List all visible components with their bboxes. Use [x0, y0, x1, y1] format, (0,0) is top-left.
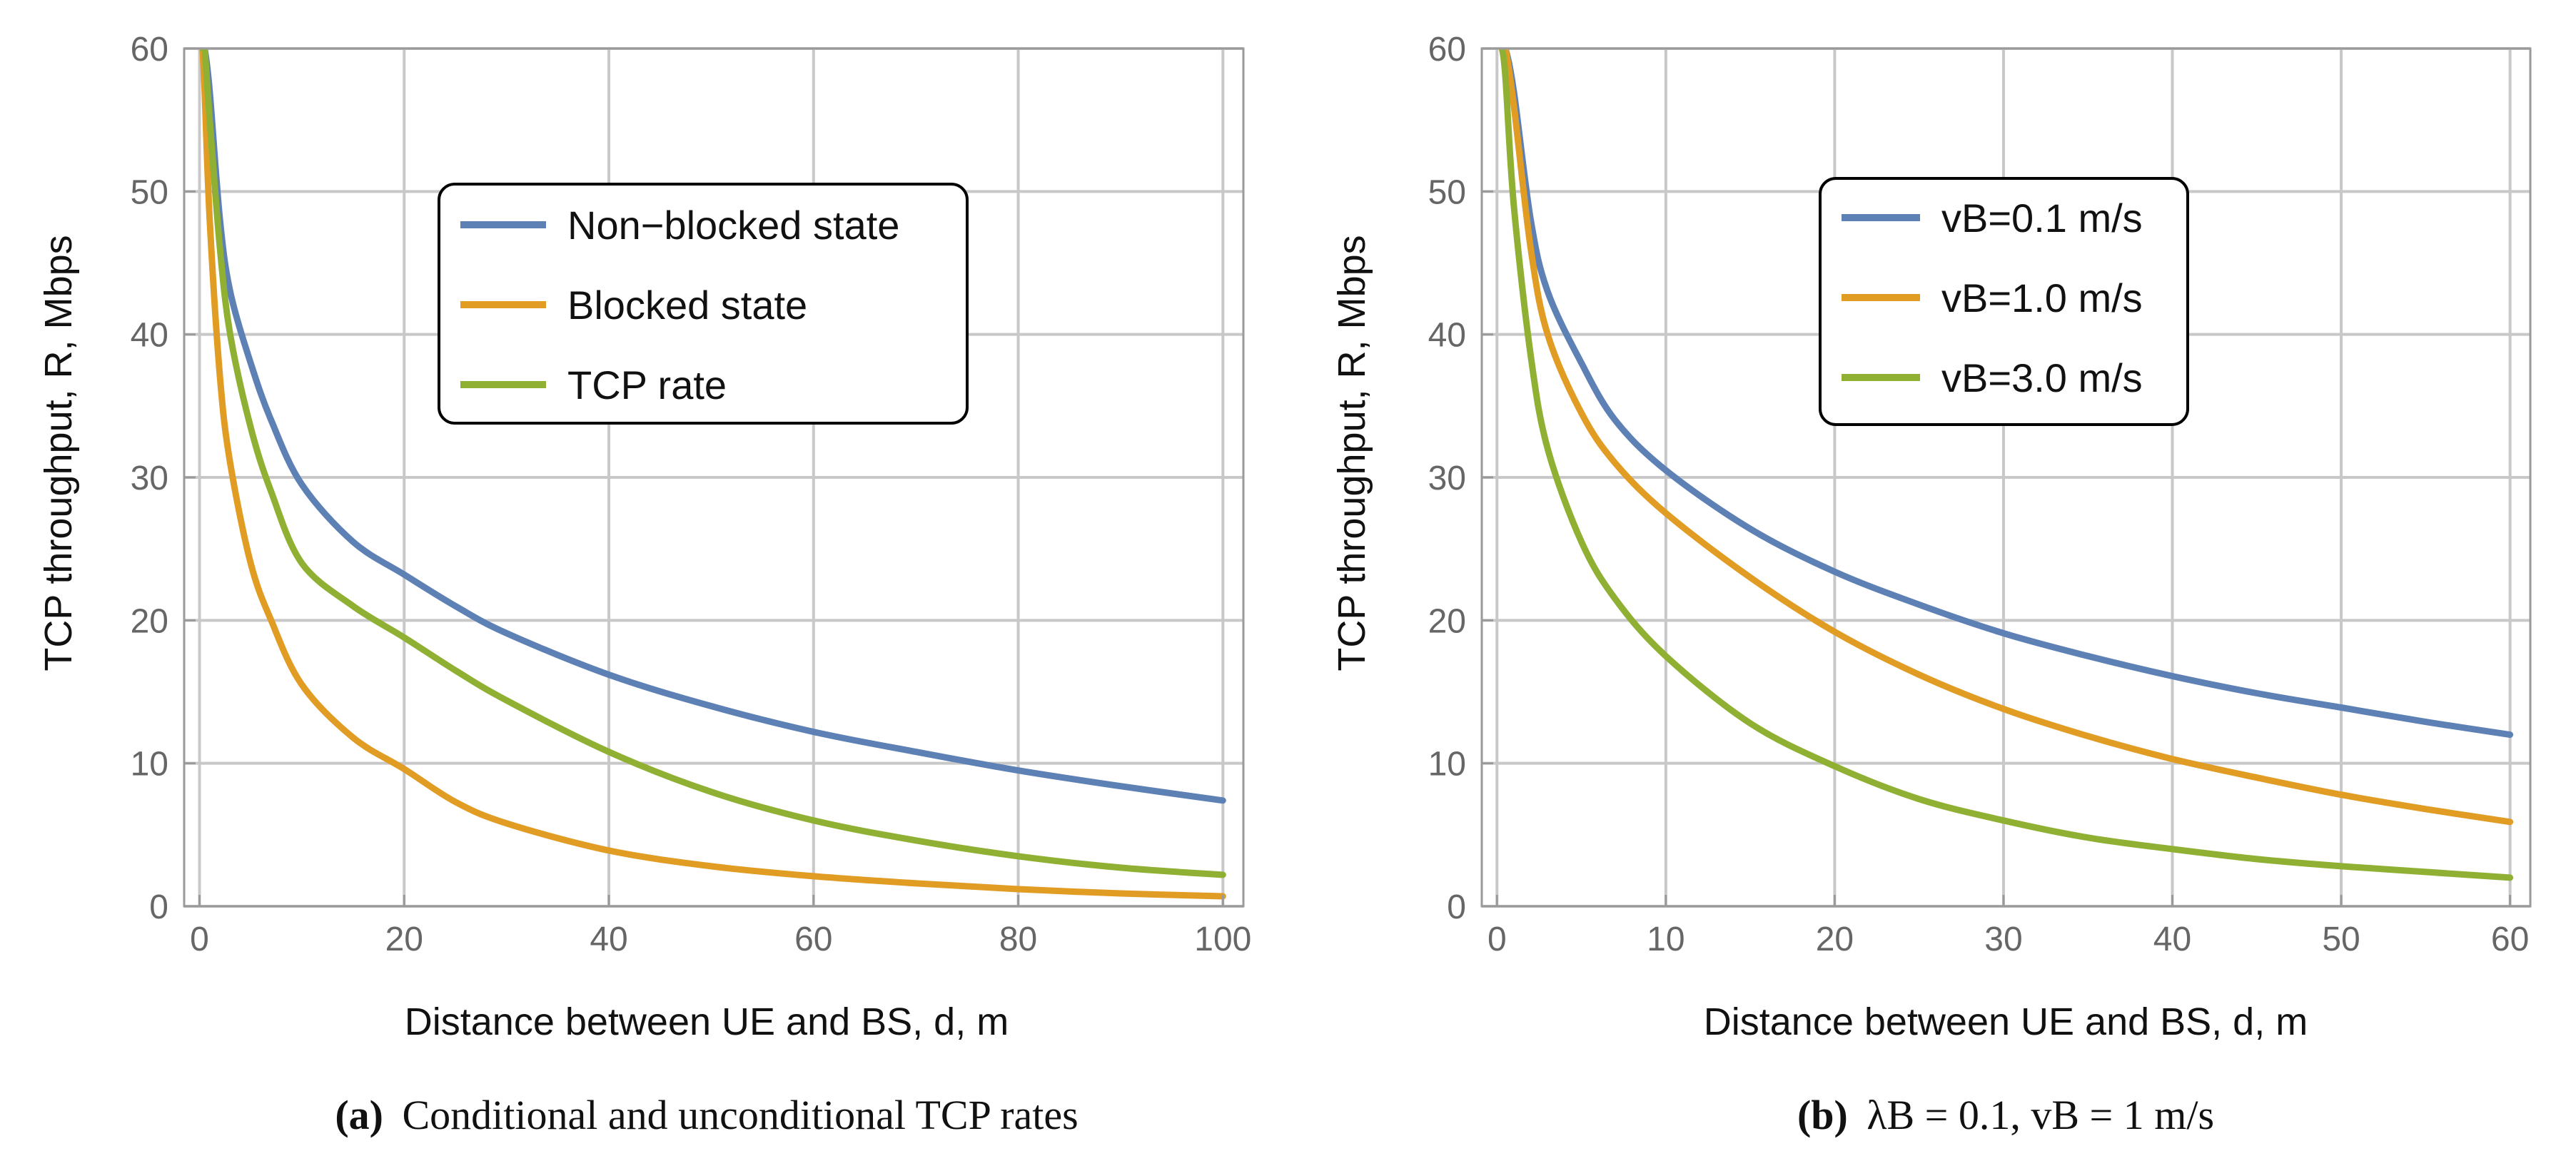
svg-text:(a) Conditional and un: (a) Conditional and unconditional TCP ra… — [335, 1092, 1078, 1138]
panel-a-ytick-label-10: 10 — [131, 746, 168, 784]
panel-a-caption-label: (a) — [335, 1092, 383, 1138]
panel-b-legend: vB=0.1 m/s vB=1.0 m/s vB=3.0 m/s — [1819, 177, 2189, 426]
panel-b-series-1-line — [1498, 49, 2514, 826]
panel-a-caption-text: Conditional and unconditional TCP rates — [402, 1092, 1078, 1138]
panel-a-curves — [199, 49, 1226, 900]
panel-a-x-axis-label: Distance between UE and BS, d, m — [405, 1000, 1009, 1043]
panel-a-ticks: 0 20 40 60 80 100 0 10 20 30 40 50 60 — [131, 31, 1252, 958]
panel-a-ytick-label-50: 50 — [131, 173, 168, 211]
panel-b: 0 10 20 30 40 50 60 0 10 20 30 40 50 60 Distance betw… — [1330, 31, 2532, 1138]
panel-a-legend-label-0: Non−blocked state — [567, 203, 899, 248]
panel-b-xtick-label-20: 20 — [1816, 921, 1854, 958]
panel-b-ytick-label-40: 40 — [1428, 317, 1466, 355]
panel-b-caption-text: λB = 0.1, vB = 1 m/s — [1867, 1092, 2214, 1138]
panel-a-ytick-label-60: 60 — [131, 31, 168, 69]
panel-a-xtick-label-80: 80 — [999, 921, 1037, 958]
panel-b-xtick-label-10: 10 — [1647, 921, 1684, 958]
panel-a-legend-box — [438, 183, 969, 425]
panel-b-series-0-line — [1498, 49, 2514, 739]
panel-a-legend-label-2: TCP rate — [567, 363, 727, 407]
panel-b-ticks: 0 10 20 30 40 50 60 0 10 20 30 40 50 60 — [1428, 31, 2530, 958]
panel-b-legend-box — [1819, 177, 2189, 426]
svg-text:(b) λB = 0.1, vB = 1 m: (b) λB = 0.1, vB = 1 m/s — [1797, 1092, 2214, 1138]
panel-b-xtick-label-50: 50 — [2322, 921, 2360, 958]
panel-a-ytick-label-30: 30 — [131, 460, 168, 497]
panel-a-ytick-label-20: 20 — [131, 602, 168, 640]
panel-b-ytick-label-60: 60 — [1428, 31, 1466, 69]
panel-b-xtick-label-40: 40 — [2153, 921, 2191, 958]
panel-b-x-axis-label: Distance between UE and BS, d, m — [1704, 1000, 2308, 1043]
panel-a-ytick-label-40: 40 — [131, 317, 168, 355]
panel-a-legend: Non−blocked state Blocked state TCP rate — [438, 183, 969, 425]
panel-b-legend-label-1: vB=1.0 m/s — [1941, 275, 2143, 320]
panel-a: 0 20 40 60 80 100 0 10 20 30 40 50 60 Distance betwe… — [37, 31, 1251, 1138]
panel-b-legend-label-0: vB=0.1 m/s — [1941, 196, 2143, 240]
panel-b-caption-label: (b) — [1797, 1092, 1848, 1138]
panel-a-xtick-label-60: 60 — [794, 921, 832, 958]
panel-a-ytick-label-0: 0 — [149, 888, 168, 926]
panel-a-xtick-label-20: 20 — [385, 921, 423, 958]
panel-a-legend-label-1: Blocked state — [567, 283, 807, 328]
panel-b-y-axis-label: TCP throughput, R, Mbps — [1330, 235, 1373, 671]
panel-a-y-axis-label: TCP throughput, R, Mbps — [37, 235, 80, 671]
panel-b-series-2-line — [1498, 49, 2514, 881]
panel-b-xtick-label-60: 60 — [2491, 921, 2529, 958]
panel-a-xtick-label-100: 100 — [1194, 921, 1251, 958]
panel-b-ytick-label-0: 0 — [1447, 888, 1466, 926]
panel-b-xtick-label-30: 30 — [1984, 921, 2022, 958]
panel-b-xtick-label-0: 0 — [1487, 921, 1507, 958]
panel-b-ytick-label-20: 20 — [1428, 602, 1466, 640]
panel-a-series-1-line — [199, 49, 1226, 900]
panel-b-caption: (b) λB = 0.1, vB = 1 m/s — [1797, 1092, 2214, 1138]
panel-b-ytick-label-10: 10 — [1428, 746, 1466, 784]
panel-b-legend-label-2: vB=3.0 m/s — [1941, 355, 2143, 400]
panel-a-series-2-line — [199, 49, 1226, 878]
panel-b-ytick-label-50: 50 — [1428, 173, 1466, 211]
panel-a-xtick-label-40: 40 — [590, 921, 627, 958]
panel-a-xtick-label-0: 0 — [190, 921, 209, 958]
panel-b-ytick-label-30: 30 — [1428, 460, 1466, 497]
panel-b-curves — [1498, 49, 2514, 881]
panel-a-caption: (a) Conditional and unconditional TCP ra… — [335, 1092, 1078, 1138]
